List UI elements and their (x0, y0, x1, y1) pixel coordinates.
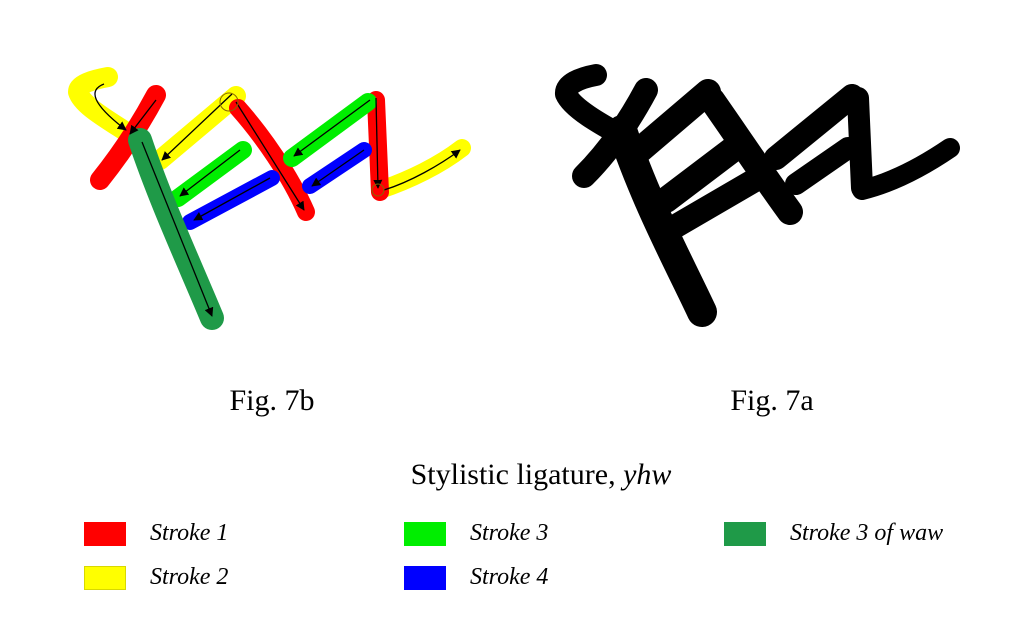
legend-item-stroke-3-of-waw: Stroke 3 of waw (724, 520, 943, 547)
figure-title: Stylistic ligature, yhw (0, 458, 1024, 492)
legend-swatch (84, 521, 126, 546)
stroke-3-of-waw (128, 128, 224, 330)
legend-swatch (84, 565, 126, 590)
legend-item-stroke-3: Stroke 3 (404, 520, 548, 547)
title-italic: yhw (623, 458, 672, 491)
legend-label: Stroke 2 (150, 564, 229, 590)
legend-label: Stroke 3 (470, 520, 549, 546)
legend-item-stroke-4: Stroke 4 (404, 564, 548, 591)
start-marker-icon (371, 183, 385, 197)
title-text: Stylistic ligature, (410, 458, 624, 491)
start-marker-icon (219, 92, 239, 112)
figure-7b-colored-strokes (68, 67, 471, 330)
stroke-2-yod (68, 67, 138, 143)
figure-7a-caption: Fig. 7a (730, 384, 814, 417)
legend-swatch (404, 521, 446, 546)
figure-7a-black-ligature (555, 64, 960, 327)
legend-swatch (724, 521, 766, 546)
stroke-2-waw (371, 139, 471, 199)
figure-7b-caption: Fig. 7b (229, 384, 315, 417)
legend-label: Stroke 1 (150, 520, 229, 546)
legend-label: Stroke 4 (470, 564, 549, 590)
legend-item-stroke-1: Stroke 1 (84, 520, 228, 547)
legend-item-stroke-2: Stroke 2 (84, 564, 228, 591)
legend-swatch (404, 565, 446, 590)
legend-label: Stroke 3 of waw (790, 520, 944, 546)
